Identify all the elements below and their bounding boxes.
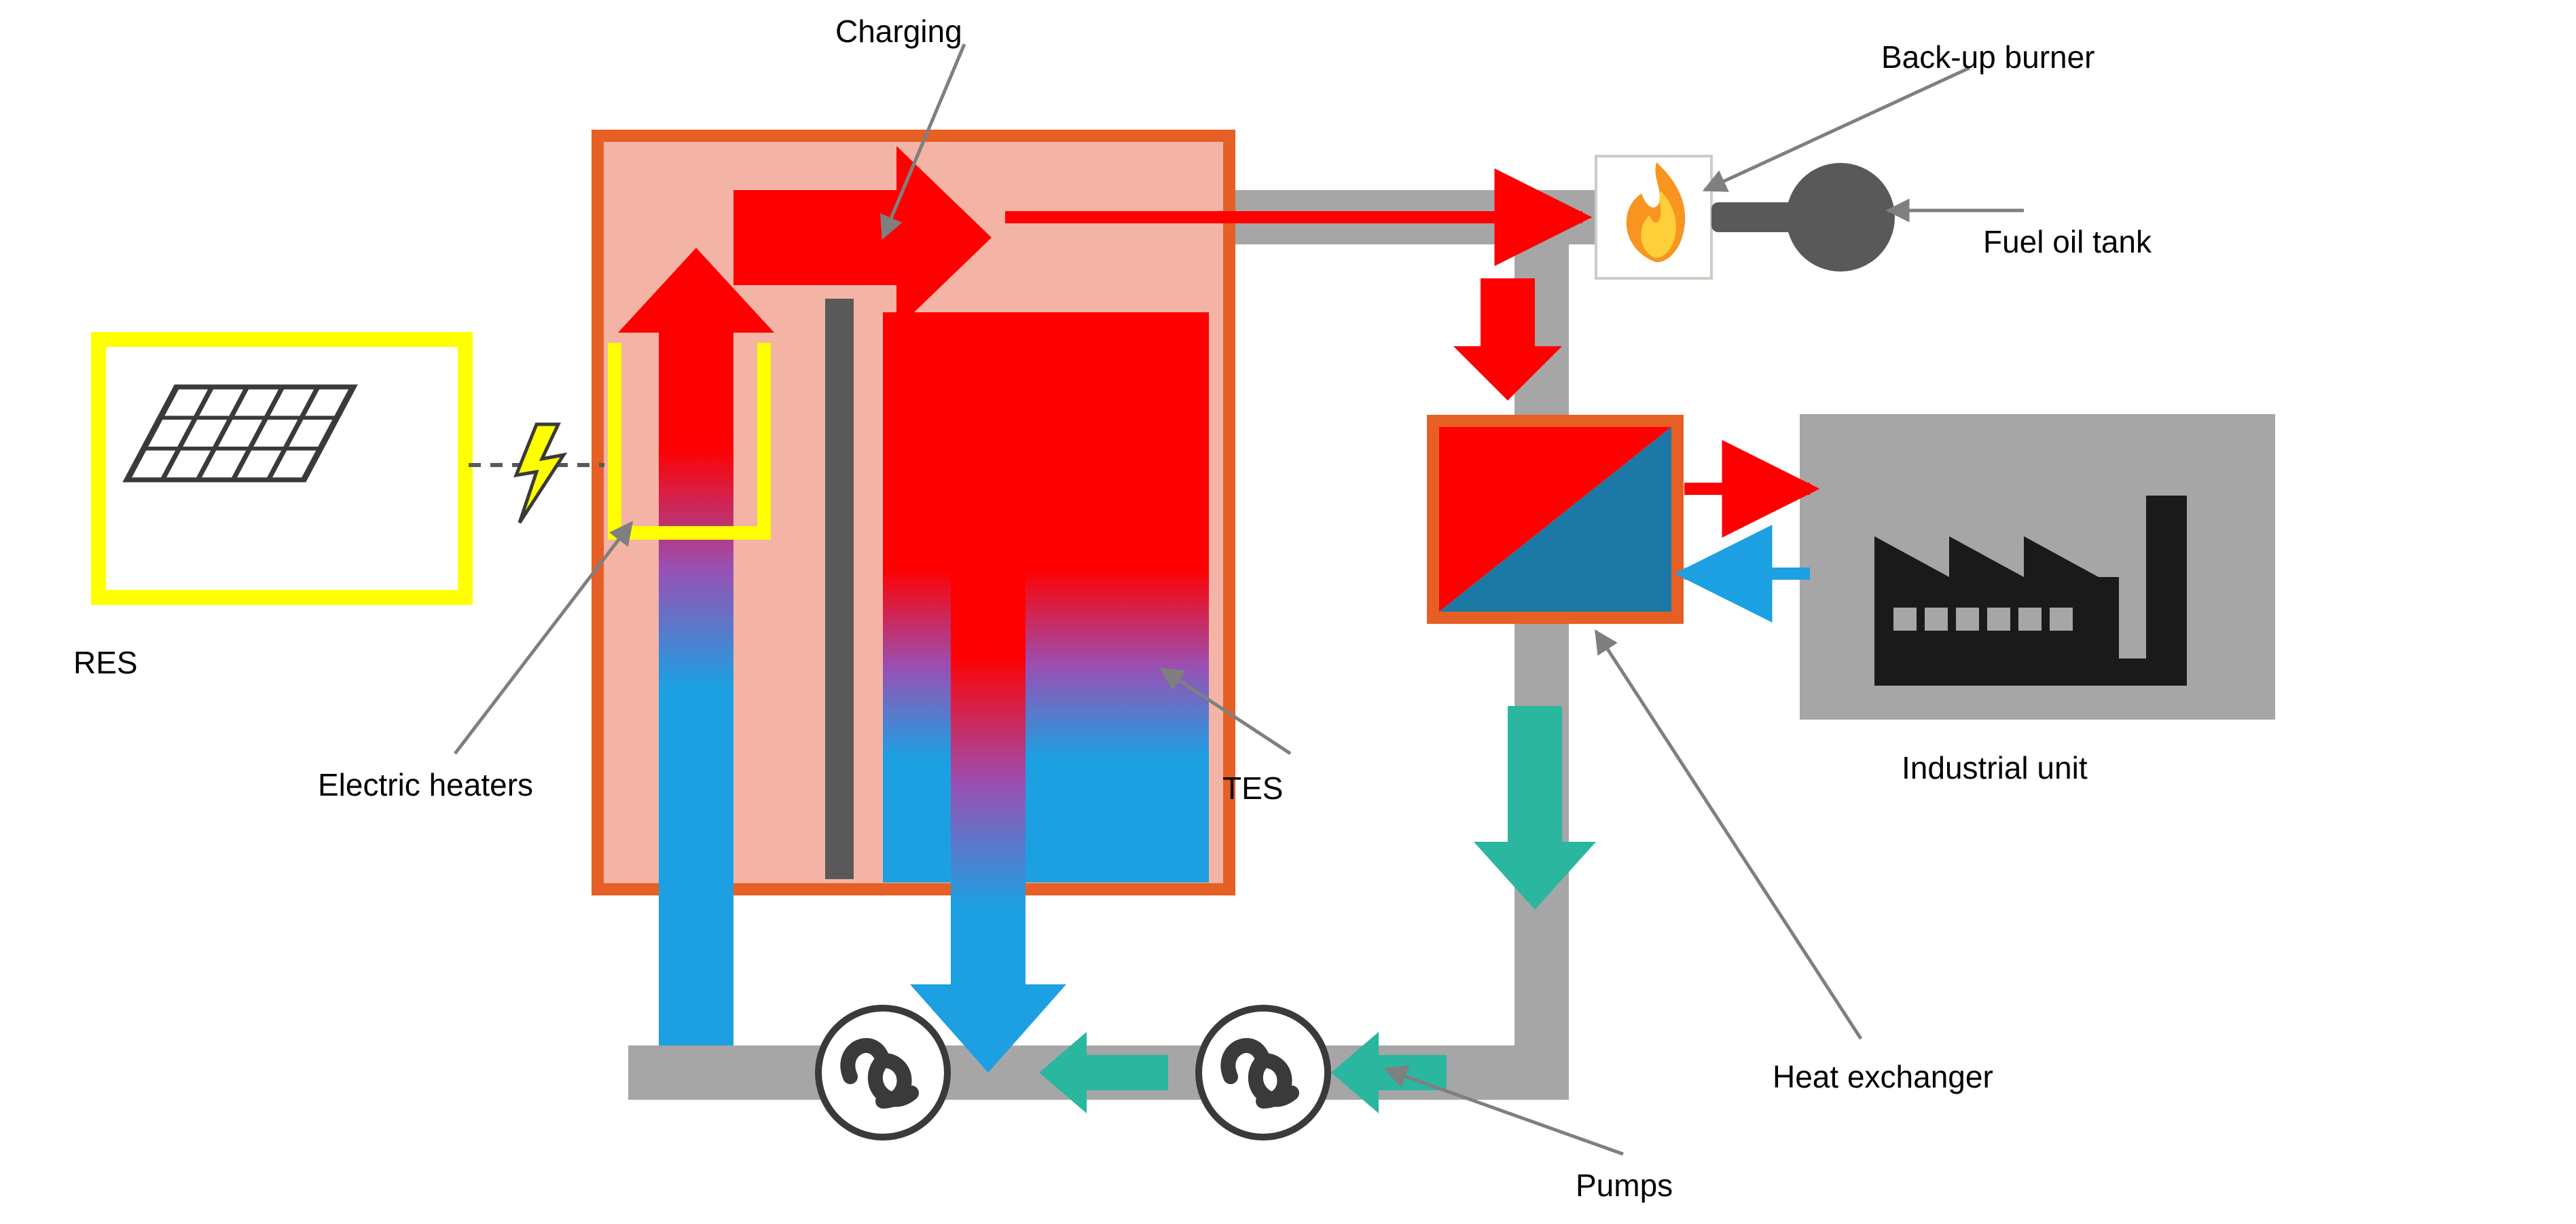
- label-res: RES: [73, 645, 138, 681]
- flow-teal-left-a: [1331, 1032, 1447, 1113]
- label-backup-burner: Back-up burner: [1881, 39, 2095, 75]
- heat-exchanger: [1433, 421, 1677, 618]
- flow-teal-down: [1474, 706, 1596, 910]
- backup-burner: [1596, 156, 1711, 278]
- diagram-svg: [0, 0, 2576, 1224]
- label-electric-heaters: Electric heaters: [318, 767, 533, 803]
- res-to-heater: [469, 424, 604, 523]
- label-tes: TES: [1222, 771, 1283, 806]
- label-industrial-unit: Industrial unit: [1902, 750, 2088, 786]
- res-box: [98, 339, 465, 597]
- pump-1: [818, 1008, 947, 1137]
- label-pumps: Pumps: [1576, 1168, 1673, 1204]
- spark-icon: [516, 424, 564, 523]
- industrial-unit: [1800, 414, 2275, 720]
- pump-2: [1199, 1008, 1328, 1137]
- label-fuel-oil-tank: Fuel oil tank: [1983, 224, 2152, 260]
- label-charging: Charging: [835, 14, 962, 50]
- label-heat-exchanger: Heat exchanger: [1773, 1059, 1993, 1095]
- flow-teal-left-b: [1039, 1032, 1168, 1113]
- fuel-oil-tank: [1711, 163, 1895, 272]
- diagram-stage: Charging TES RES Electric heaters Back-u…: [0, 0, 2576, 1224]
